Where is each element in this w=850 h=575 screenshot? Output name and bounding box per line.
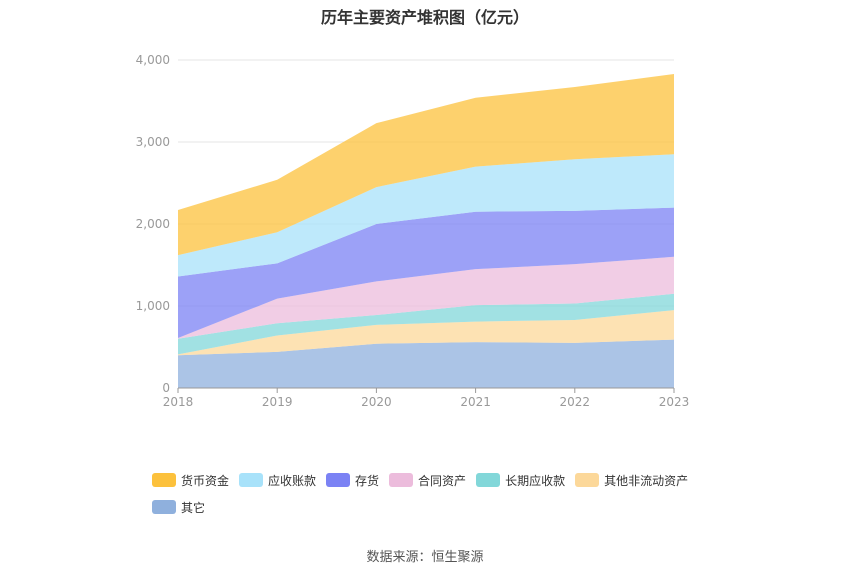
area-series-其他非流动资产[interactable] bbox=[178, 310, 674, 356]
area-series-其它[interactable] bbox=[178, 339, 674, 388]
area-series-货币资金[interactable] bbox=[178, 73, 674, 256]
chart-legend: 货币资金 应收账款 存货 合同资产 长期应收款 其他非流动资产其它 bbox=[152, 472, 732, 526]
x-tick-label: 2020 bbox=[361, 395, 392, 409]
legend-label: 存货 bbox=[355, 473, 380, 488]
y-tick-label: 4,000 bbox=[136, 53, 170, 67]
legend-item[interactable]: 存货 bbox=[326, 473, 380, 488]
legend-swatch bbox=[326, 473, 351, 487]
legend-swatch bbox=[476, 473, 501, 487]
area-series-合同资产[interactable] bbox=[178, 256, 674, 339]
area-series-长期应收款[interactable] bbox=[178, 293, 674, 355]
area-series-存货[interactable] bbox=[178, 207, 674, 338]
legend-item[interactable]: 长期应收款 bbox=[476, 473, 566, 488]
x-tick-label: 2021 bbox=[460, 395, 491, 409]
legend-label: 合同资产 bbox=[418, 473, 467, 488]
x-tick-label: 2018 bbox=[163, 395, 194, 409]
legend-label: 长期应收款 bbox=[505, 473, 566, 488]
legend-item[interactable]: 货币资金 bbox=[152, 473, 230, 488]
legend-swatch bbox=[152, 473, 176, 487]
legend-label: 其他非流动资产 bbox=[604, 473, 689, 488]
y-tick-label: 1,000 bbox=[136, 299, 170, 313]
chart-title: 历年主要资产堆积图（亿元） bbox=[320, 8, 529, 27]
legend-item[interactable]: 应收账款 bbox=[239, 473, 317, 488]
legend-item[interactable]: 其他非流动资产 bbox=[575, 473, 689, 488]
legend-item[interactable]: 合同资产 bbox=[389, 473, 467, 488]
legend-swatch bbox=[152, 500, 176, 514]
area-series-应收账款[interactable] bbox=[178, 154, 674, 277]
legend-item[interactable]: 其它 bbox=[152, 500, 206, 515]
legend-swatch bbox=[239, 473, 264, 487]
legend-swatch bbox=[389, 473, 414, 487]
x-tick-label: 2019 bbox=[262, 395, 293, 409]
y-tick-label: 0 bbox=[162, 381, 170, 395]
x-tick-label: 2023 bbox=[659, 395, 690, 409]
legend-label: 应收账款 bbox=[268, 473, 317, 488]
legend-swatch bbox=[575, 473, 600, 487]
legend-label: 货币资金 bbox=[181, 473, 230, 488]
data-source-note: 数据来源：恒生聚源 bbox=[366, 550, 484, 565]
x-tick-label: 2022 bbox=[560, 395, 591, 409]
legend-label: 其它 bbox=[181, 500, 206, 515]
y-tick-label: 3,000 bbox=[136, 135, 170, 149]
y-tick-label: 2,000 bbox=[136, 217, 170, 231]
